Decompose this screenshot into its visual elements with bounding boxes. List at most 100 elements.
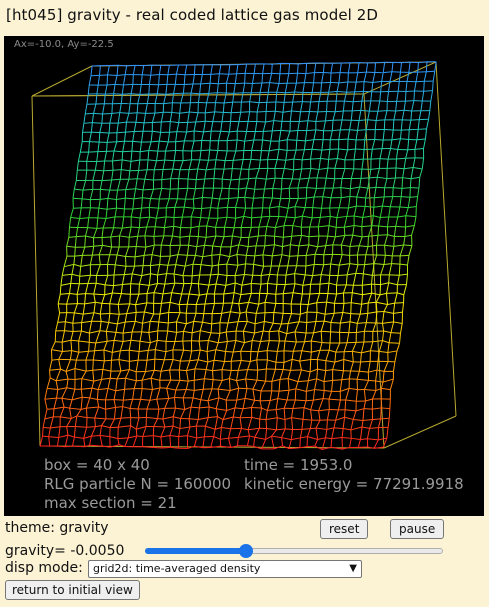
grid-line-vertical [44,399,48,410]
grid-line-vertical [175,380,181,391]
grid-line-vertical [423,138,426,149]
grid-line-horizontal [108,321,118,325]
grid-line-vertical [267,150,270,160]
slider-thumb[interactable] [239,544,254,558]
grid-line-vertical [111,93,115,104]
grid-line-vertical [278,73,281,84]
grid-line-vertical [227,311,231,324]
grid-line-horizontal [93,359,105,362]
grid-line-vertical [327,283,330,294]
grid-line-horizontal [352,109,361,112]
grid-line-horizontal [244,397,255,401]
grid-line-vertical [341,428,344,438]
grid-line-horizontal [62,339,72,343]
grid-line-horizontal [161,301,171,304]
grid-line-vertical [375,294,381,303]
grid-line-vertical [314,378,318,390]
grid-line-vertical [240,351,242,361]
grid-line-vertical [237,428,243,438]
grid-line-horizontal [221,311,231,314]
grid-line-horizontal [233,350,241,353]
grid-line-vertical [228,370,232,379]
grid-line-vertical [201,197,203,209]
grid-line-vertical [158,74,160,85]
grid-line-horizontal [251,216,262,219]
reset-button[interactable]: reset [320,519,369,539]
grid-line-vertical [363,380,370,390]
grid-line-vertical [101,170,105,181]
pause-button[interactable]: pause [390,519,445,539]
grid-line-vertical [350,110,353,121]
simulation-canvas[interactable]: Ax=-10.0, Ay=-22.5 box = 40 x 40 time = … [4,36,484,516]
grid-line-horizontal [246,388,254,390]
grid-line-vertical [221,168,225,180]
grid-line-horizontal [336,292,344,295]
grid-line-vertical [116,314,120,324]
grid-line-vertical [380,264,385,276]
grid-line-horizontal [362,215,374,218]
grid-line-horizontal [142,197,151,200]
grid-line-horizontal [200,349,208,353]
grid-line-vertical [272,178,276,189]
grid-line-horizontal [156,216,167,219]
grid-line-vertical [253,437,256,447]
grid-line-vertical [187,111,190,123]
grid-line-vertical [382,371,385,383]
grid-line-vertical [236,121,240,132]
grid-line-horizontal [155,226,165,229]
grid-line-horizontal [86,426,96,428]
return-to-initial-view-button[interactable]: return to initial view [5,580,140,600]
grid-line-vertical [61,398,65,408]
grid-line-vertical [298,235,302,246]
grid-line-vertical [240,159,244,170]
grid-line-vertical [188,159,193,170]
grid-line-vertical [76,409,82,417]
gravity-slider[interactable] [145,544,443,558]
grid-line-vertical [294,83,297,93]
grid-line-horizontal [272,197,281,200]
grid-line-vertical [90,122,93,133]
grid-line-vertical [290,102,294,112]
grid-line-vertical [318,158,321,170]
grid-line-vertical [66,426,69,436]
grid-line-vertical [367,292,373,304]
grid-line-vertical [384,110,388,120]
grid-line-vertical [209,140,211,150]
grid-line-vertical [399,244,405,257]
grid-line-horizontal [165,93,174,95]
grid-line-vertical [374,62,377,73]
grid-line-horizontal [324,390,332,392]
grid-line-vertical [345,388,350,401]
grid-line-vertical [280,121,283,131]
grid-line-vertical [351,101,354,111]
grid-line-vertical [182,341,185,351]
grid-line-horizontal [292,225,302,228]
grid-line-horizontal [210,73,220,75]
grid-line-horizontal [150,263,160,267]
grid-line-vertical [80,198,83,208]
grid-line-horizontal [282,445,290,450]
grid-line-horizontal [328,90,338,93]
grid-line-horizontal [344,416,354,420]
grid-line-vertical [290,292,294,305]
grid-line-horizontal [179,426,191,430]
grid-line-horizontal [207,397,220,402]
grid-line-vertical [204,417,209,427]
grid-line-vertical [305,63,308,74]
grid-line-horizontal [296,139,306,142]
grid-line-vertical [321,139,324,151]
disp-mode-select[interactable]: grid2d: time-averaged density ▼ [88,560,362,578]
grid-line-horizontal [118,359,130,362]
grid-line-vertical [117,304,120,315]
grid-line-vertical [213,283,217,295]
grid-line-horizontal [357,129,367,131]
grid-line-vertical [233,83,236,94]
grid-line-horizontal [114,83,124,86]
grid-line-vertical [131,141,134,152]
grid-line-horizontal [217,206,228,209]
grid-line-horizontal [89,341,96,344]
grid-line-horizontal [377,110,388,112]
grid-line-vertical [232,93,235,103]
grid-line-horizontal [273,311,284,314]
grid-line-vertical [88,75,92,86]
